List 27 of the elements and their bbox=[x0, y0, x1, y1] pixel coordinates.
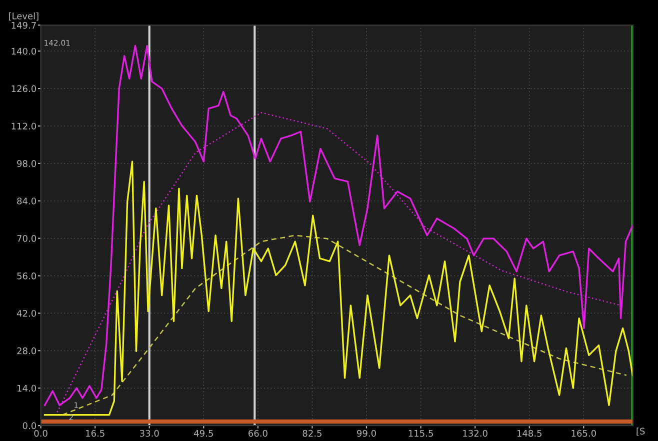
x-tick-label: 82.5 bbox=[302, 430, 322, 437]
x-tick-label: 148.5 bbox=[517, 430, 542, 437]
y-tick-label: 140.0 bbox=[12, 48, 36, 55]
x-tick-label: 165.0 bbox=[572, 430, 596, 437]
y-tick-label: 149.7 bbox=[12, 22, 36, 29]
y-tick-label: 0.0 bbox=[22, 422, 36, 430]
y-tick-label: 84.0 bbox=[17, 198, 36, 204]
x-tick-label: 0.0 bbox=[34, 430, 48, 437]
y-tick-label: 56.0 bbox=[17, 272, 36, 280]
y-tick-label: 28.0 bbox=[17, 347, 36, 354]
x-tick-label: 66.0 bbox=[248, 430, 268, 437]
line-series bbox=[62, 234, 628, 416]
y-tick-label: 42.0 bbox=[16, 310, 36, 317]
x-tick-label: 132.0 bbox=[463, 430, 488, 437]
x-tick-label: 115.5 bbox=[408, 430, 433, 437]
x-tick-label: 16.5 bbox=[86, 430, 104, 437]
x-tick-label: 33.0 bbox=[140, 430, 159, 437]
x-tick-label: 99.0 bbox=[357, 430, 376, 437]
x-axis-title: [S bbox=[636, 428, 645, 436]
y-tick-label: 14.0 bbox=[18, 384, 36, 392]
y-tick-label: 112.0 bbox=[12, 122, 36, 130]
x-tick-label: 49.5 bbox=[194, 430, 213, 437]
line-series bbox=[44, 160, 633, 416]
y-axis-title: [Level] bbox=[9, 12, 38, 20]
y-tick-label: 126.0 bbox=[12, 85, 36, 92]
y-tick-label: 70.0 bbox=[17, 235, 36, 242]
y-tick-label: 98.0 bbox=[17, 160, 36, 167]
